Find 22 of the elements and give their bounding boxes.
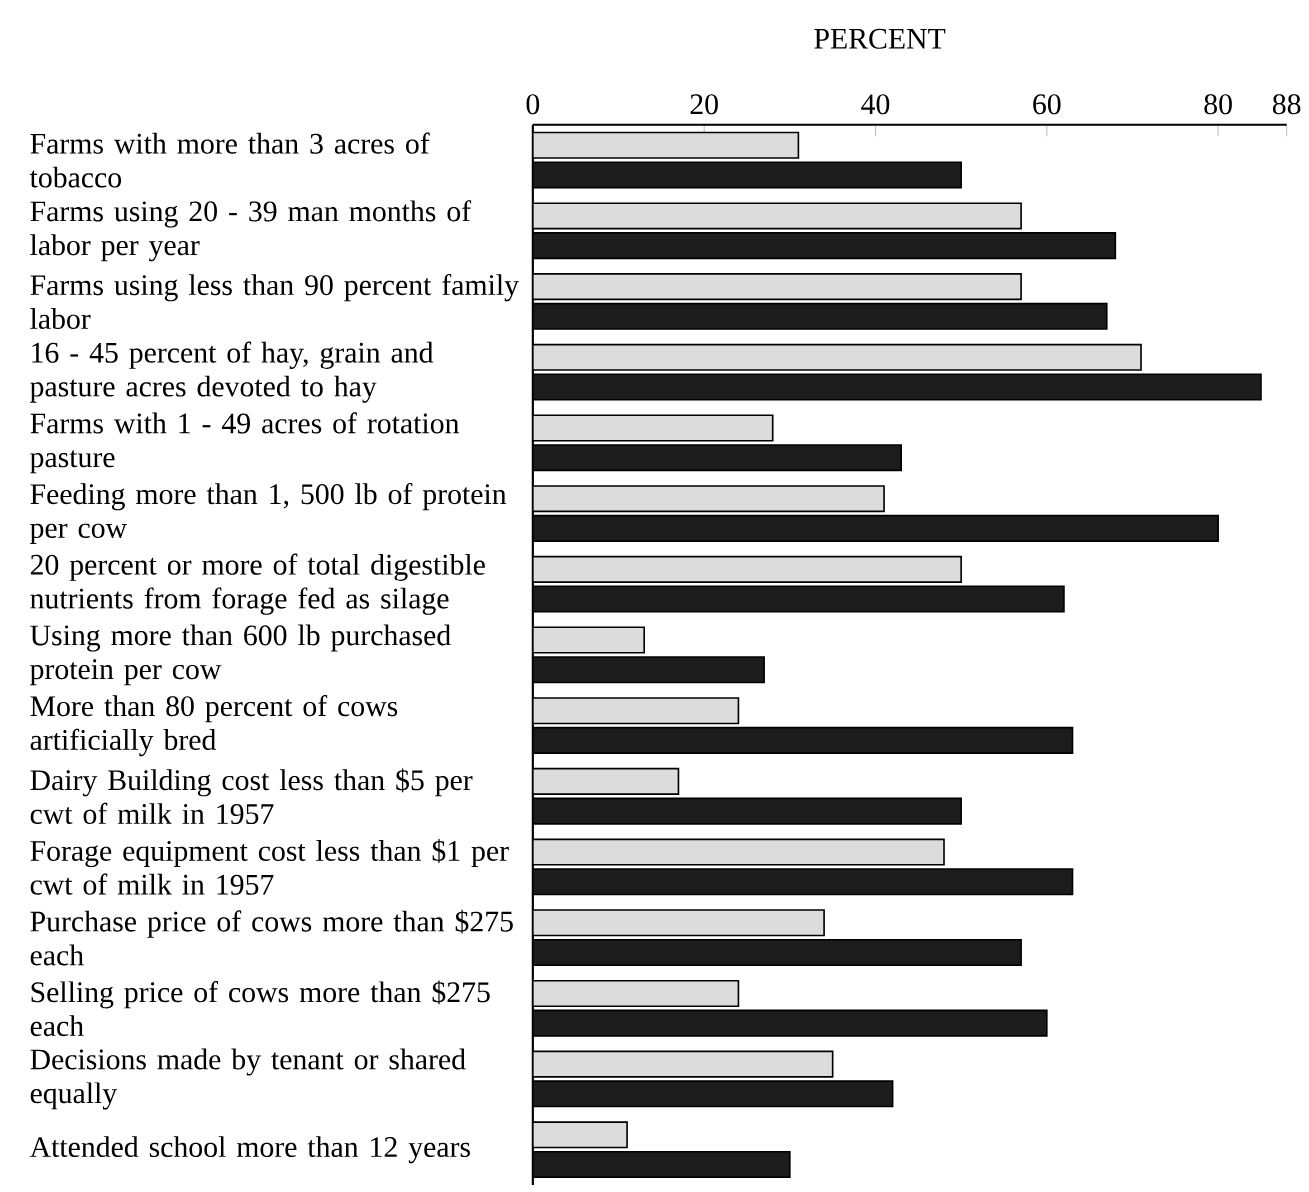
- x-tick-label: 40: [861, 94, 890, 115]
- y-tick-label: Farms using less than 90 percent family labor: [30, 273, 519, 330]
- x-tick-label: 88: [1272, 94, 1301, 115]
- y-tick-label: Dairy Building cost less than $5 per cwt of milk in 1957: [30, 768, 473, 825]
- y-tick-label: Using more than 600 lb purchased protein per cow: [30, 624, 451, 686]
- y-tick-label: More than 80 percent of cows artificially bred: [30, 694, 398, 757]
- y-tick-label: Attended school more than 12 years: [29, 1136, 470, 1164]
- x-tick-label: 20: [690, 94, 718, 115]
- y-tick-label: Selling price of cows more than $275 each: [30, 980, 490, 1037]
- y-tick-label: Purchase price of cows more than $275 each: [30, 909, 513, 966]
- x-tick-label: 80: [1204, 94, 1232, 115]
- y-tick-label: Farms using 20 - 39 man months of labor per year: [30, 200, 472, 262]
- y-tick-label: Decisions made by tenant or shared equally: [30, 1048, 466, 1110]
- x-tick-label: 0: [526, 94, 540, 115]
- y-tick-label: Feeding more than 1, 500 lb of protein per cow: [30, 482, 507, 545]
- y-tick-label: 20 percent or more of total digestible nutrients from forage fed as silage: [30, 553, 485, 615]
- y-tick-label: 16 - 45 percent of hay, grain and pasture acres devoted to hay: [30, 341, 434, 403]
- x-tick-label: 60: [1033, 94, 1061, 115]
- y-tick-label: Forage equipment cost less than $1 per cwt of milk in 1957: [30, 839, 509, 895]
- y-tick-label: Farms with more than 3 acres of tobacco: [29, 132, 430, 188]
- y-tick-label: Farms with 1 - 49 acres of rotation pasture: [30, 412, 460, 474]
- x-axis-title: PERCENT: [814, 28, 946, 49]
